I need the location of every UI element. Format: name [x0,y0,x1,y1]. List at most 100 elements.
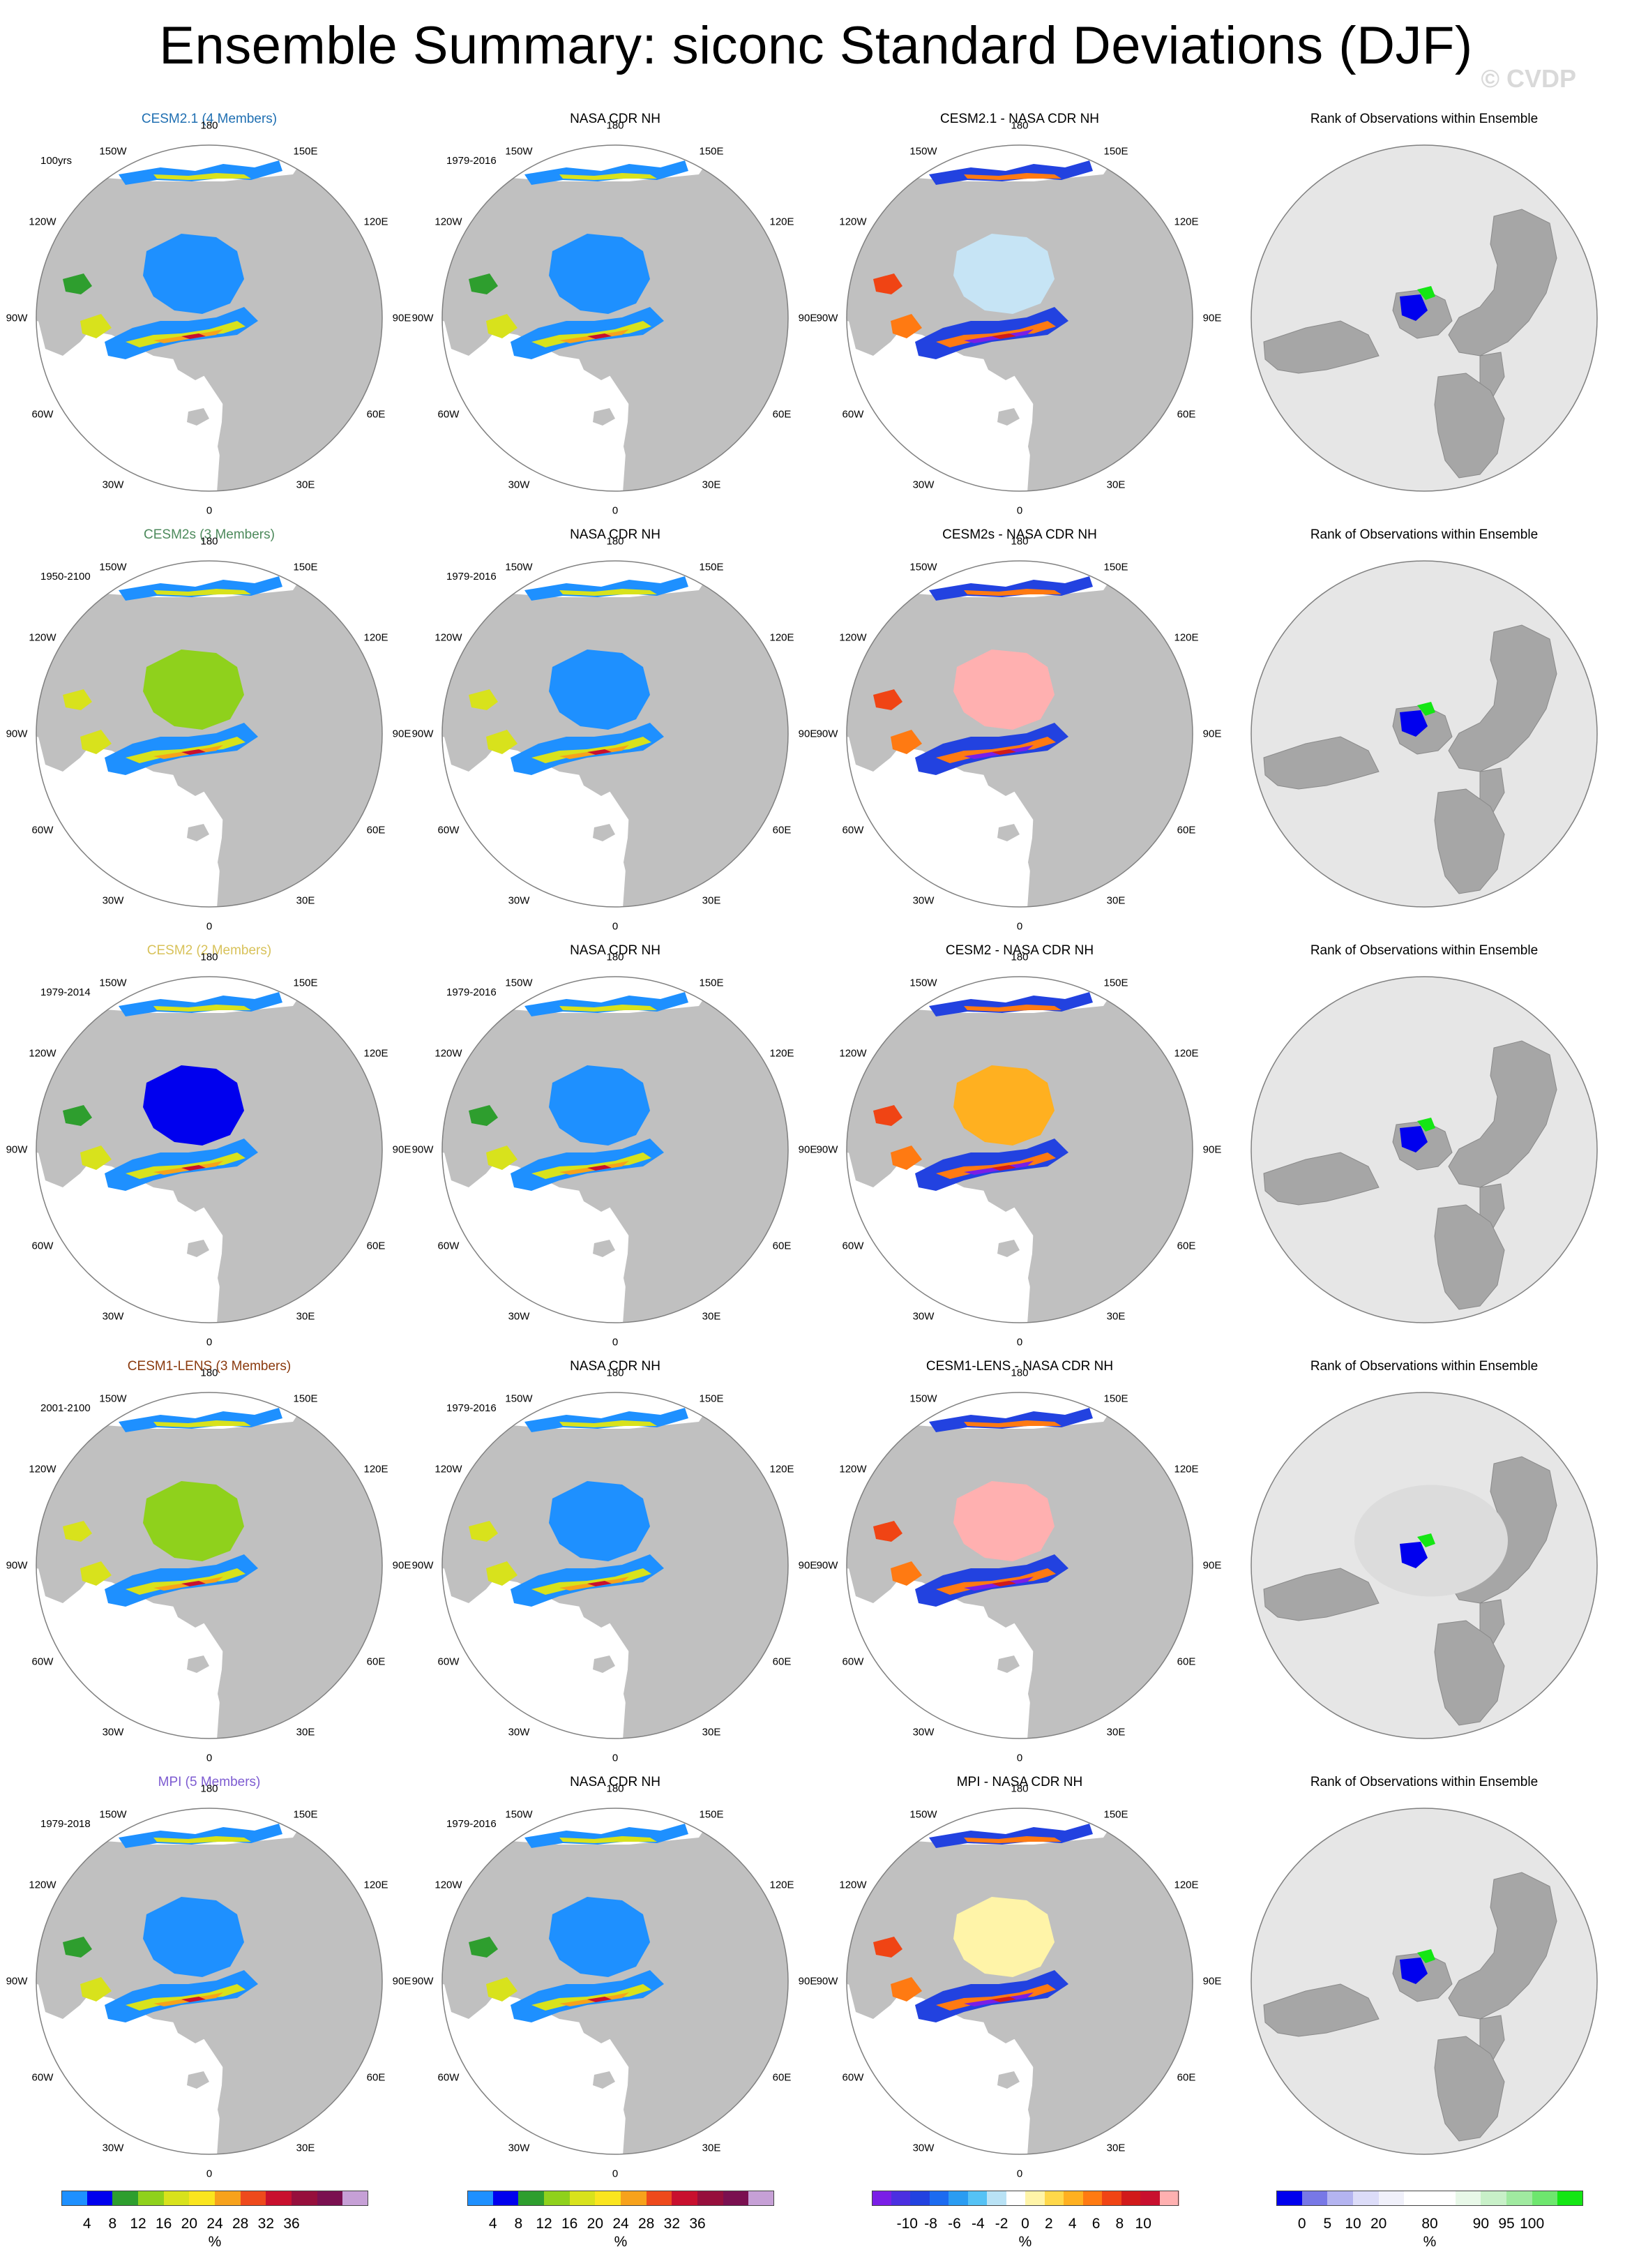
land-europe [1042,1261,1135,1319]
colorbar-box [1532,2191,1558,2206]
longitude-label: 60E [1177,408,1196,421]
polar-map-diff [846,560,1193,908]
polar-map-rank [1251,144,1598,492]
sea-ice-field-8 [486,1146,517,1170]
longitude-label: 30E [1106,479,1126,491]
sea-ice-field-7 [469,689,498,710]
longitude-label: 120W [435,216,462,228]
land-india [1479,767,1505,814]
longitude-label: 150W [505,1392,533,1405]
colorbar-box [1276,2191,1303,2206]
longitude-label: 60W [31,1655,54,1668]
colorbar-box [1327,2191,1354,2206]
sea-ice-field-8 [486,314,517,338]
sea-ice-field-5 [119,1408,282,1432]
colorbar-tick-label: 24 [612,2216,629,2232]
longitude-label: 150W [909,1392,937,1405]
longitude-label: 30E [296,1310,315,1323]
colorbar-tick-label: 32 [257,2216,275,2232]
longitude-label: 90W [6,1143,28,1156]
longitude-label: 0 [1016,920,1023,933]
longitude-label: 120E [769,1463,794,1475]
panel-title-obs: NASA CDR NH [570,1775,660,1789]
sea-ice-field-0 [953,234,1055,314]
land-scandinavia [1028,1638,1065,1718]
panel-diff-row2: CESM2s - NASA CDR NH 180 150E 120E 90E 60E 30E… [817,527,1222,946]
map-border [36,976,383,1323]
colorbar-frame [467,2191,774,2206]
land-americas [1263,320,1380,374]
colorbar-tick-label: -4 [971,2216,985,2232]
sea-ice-field-8 [891,1561,922,1586]
colorbar-tick-label: 32 [663,2216,681,2232]
land-asia [1448,1872,1557,2020]
map-border [1251,1808,1598,2155]
longitude-label: 30W [102,894,124,907]
sea-ice-field-4 [992,749,1016,755]
longitude-label: 60W [842,2071,864,2084]
polar-map-obs [441,1392,789,1739]
polar-map-diff [846,976,1193,1323]
longitude-label: 30E [1106,1726,1126,1738]
sea-ice-field-6 [153,1005,251,1012]
colorbar-box [112,2191,139,2206]
longitude-label: 120E [1174,1879,1199,1891]
sea-ice-field-6 [153,173,251,180]
colorbar-tick-label: 16 [561,2216,578,2232]
sea-ice-field-0 [953,1065,1055,1146]
colorbar-box [672,2191,698,2206]
longitude-label: 150W [505,1808,533,1821]
colorbar-diff: -10 -8 -6 -4 -2 0 2 4 6 8 10% [872,2191,1179,2260]
land-scandinavia [624,1638,660,1718]
land-americas [1263,1568,1380,1621]
longitude-label: 150E [699,1808,724,1821]
longitude-label: 150E [1103,145,1128,158]
longitude-label: 120E [769,1879,794,1891]
colorbar-box [595,2191,621,2206]
colorbar-tick-label: 80 [1421,2216,1438,2232]
polar-map-model [36,1392,383,1739]
longitude-label: 90E [798,1975,817,1988]
colorbar-tick-label: -2 [995,2216,1008,2232]
sea-ice-field-4 [992,1581,1016,1586]
panel-title-rank: Rank of Observations within Ensemble [1310,112,1539,126]
panel-title-model: MPI (5 Members) [158,1775,261,1789]
colorbar-box [1082,2191,1103,2206]
panel-title-diff: CESM2 - NASA CDR NH [945,943,1094,958]
land-india [1479,352,1505,398]
period-label: 1979-2016 [446,155,497,167]
sea-ice-field-0 [143,1481,244,1561]
longitude-label: 0 [612,1752,619,1764]
panel-title-diff: MPI - NASA CDR NH [956,1775,1083,1789]
sea-ice-field-8 [486,1977,517,2002]
land-north_america [36,622,174,772]
longitude-label: 180 [1011,1782,1029,1795]
land-europe [232,845,324,903]
sea-ice-field-4 [181,1997,206,2002]
sea-ice-field-0 [143,1065,244,1146]
land-iceland [997,824,1020,841]
land-scandinavia [624,1222,660,1302]
open-ocean [847,985,1193,1323]
colorbar-tick-label: 12 [130,2216,146,2232]
land-europe [1042,845,1135,903]
land-iceland [593,824,615,841]
land-iceland [997,1655,1020,1673]
land-asia [1448,624,1557,772]
longitude-label: 120E [363,1879,388,1891]
map-border [36,1392,383,1739]
longitude-label: 120W [839,1879,867,1891]
land-scandinavia [218,391,255,471]
colorbar-box [1025,2191,1045,2206]
polar-map-rank [1251,560,1598,908]
longitude-label: 30E [296,2142,315,2154]
colorbar-box [86,2191,113,2206]
longitude-label: 30W [102,1726,124,1738]
sea-ice-field-4 [181,749,206,755]
sea-ice-field-5 [929,576,1093,601]
sea-ice-field-5 [119,992,282,1016]
colorbar-tick-label: 36 [283,2216,300,2232]
polar-map-diff [846,144,1193,492]
sea-ice-field-5 [929,1408,1093,1432]
land-north_america [442,1869,580,2019]
